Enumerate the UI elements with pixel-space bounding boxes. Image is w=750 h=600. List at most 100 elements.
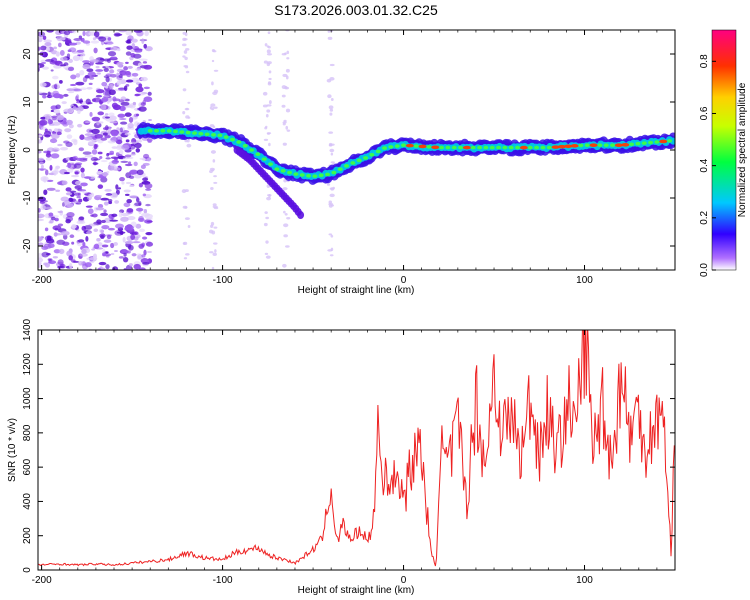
spectrogram-noise-speckle	[93, 47, 98, 54]
spectrogram-noise-speckle	[89, 56, 94, 61]
spectrogram-ridge-core	[557, 144, 566, 149]
spectrogram-noise-speckle	[70, 174, 80, 178]
colorbar-gradient	[711, 29, 737, 271]
spectrogram-marks	[38, 30, 675, 270]
spectrogram-noise-speckle	[124, 154, 132, 158]
spectrogram-noise-speckle	[125, 79, 134, 83]
spectrogram-noise-speckle	[82, 60, 91, 64]
spectrogram-noise-speckle	[38, 257, 44, 263]
spectrogram-noise-speckle	[80, 37, 85, 42]
spectrogram-noise-streak	[182, 242, 186, 245]
spectrogram-noise-speckle	[53, 46, 57, 50]
spectrogram-noise-speckle	[91, 149, 98, 155]
spectrogram-noise-streak	[212, 91, 218, 96]
spectrogram-noise-speckle	[109, 83, 114, 90]
spectrogram-noise-speckle	[76, 229, 80, 232]
spectrogram-noise-streak	[268, 100, 272, 105]
spectrogram-noise-speckle	[99, 156, 103, 160]
spectrogram-noise-speckle	[130, 153, 136, 156]
spectrogram-noise-speckle	[44, 169, 49, 176]
spectrogram-noise-speckle	[67, 91, 75, 94]
spectrogram-noise-streak	[328, 200, 333, 204]
spectrogram-noise-speckle	[107, 140, 116, 144]
spectrogram-noise-streak	[186, 143, 192, 148]
spectrogram-noise-speckle	[53, 128, 58, 132]
spectrogram-noise-speckle	[68, 255, 74, 261]
spectrogram-noise-speckle	[103, 95, 110, 98]
spectrogram-noise-speckle	[46, 179, 54, 183]
spectrogram-branch-mark	[297, 211, 305, 220]
spectrogram-noise-streak	[182, 88, 187, 92]
spectrogram-noise-speckle	[95, 207, 105, 211]
spectrogram-noise-streak	[285, 125, 289, 130]
spectrogram-noise-speckle	[82, 191, 88, 194]
spectrogram-noise-speckle	[100, 197, 110, 201]
spectrogram-noise-speckle	[92, 37, 97, 41]
spectrogram-noise-streak	[266, 49, 271, 54]
spectrogram-noise-speckle	[97, 151, 103, 155]
spectrogram-ridge-core	[502, 145, 508, 150]
spectrogram-noise-speckle	[65, 192, 73, 196]
spectrogram-noise-speckle	[124, 132, 131, 136]
spectrogram-noise-streak	[285, 68, 290, 73]
spectrogram-noise-streak	[213, 181, 218, 184]
spectrogram-noise-streak	[187, 116, 191, 119]
spectrogram-noise-speckle	[49, 138, 58, 144]
spectrogram-noise-streak	[281, 85, 287, 90]
spectrogram-noise-streak	[267, 61, 272, 65]
spectrogram-noise-speckle	[122, 157, 129, 160]
spectrogram-ridge-core	[515, 145, 521, 150]
spectrogram-noise-speckle	[131, 253, 137, 257]
spectrogram-ridge-core	[299, 173, 305, 177]
spectrogram-ridge-core	[534, 145, 540, 150]
spectrogram-noise-speckle	[71, 30, 77, 34]
spectrogram-noise-speckle	[136, 253, 142, 257]
spectrogram-noise-speckle	[68, 42, 78, 46]
spectrogram-noise-speckle	[59, 49, 65, 56]
spectrogram-noise-speckle	[69, 234, 75, 239]
spectrogram-noise-speckle	[105, 193, 113, 196]
spectrogram-noise-speckle	[134, 142, 142, 149]
spectrogram-noise-speckle	[123, 189, 131, 193]
spectrogram-noise-speckle	[143, 153, 150, 159]
spectrogram-noise-speckle	[107, 227, 115, 231]
spectrogram-ridge-core	[394, 144, 400, 148]
spectrogram-noise-speckle	[98, 121, 104, 124]
spectrogram-noise-streak	[328, 131, 334, 134]
spectrogram-noise-speckle	[41, 245, 49, 251]
spectrogram-noise-speckle	[85, 98, 91, 105]
spectrogram-noise-streak	[282, 122, 286, 126]
spectrogram-noise-speckle	[44, 134, 51, 138]
spectrogram-noise-speckle	[52, 256, 58, 259]
spectrogram-noise-speckle	[63, 30, 71, 36]
spectrogram-noise-speckle	[50, 109, 54, 113]
spectrogram-noise-speckle	[87, 208, 94, 215]
spectrogram-noise-speckle	[119, 176, 125, 182]
spectrogram-ridge-core	[431, 145, 440, 150]
spectrogram-noise-speckle	[89, 112, 93, 117]
spectrogram-noise-speckle	[63, 108, 73, 114]
spectrogram-noise-streak	[329, 193, 335, 198]
spectrogram-noise-speckle	[96, 194, 103, 198]
snr-x-tick-label: -200	[32, 575, 52, 586]
spectrogram-noise-speckle	[42, 66, 49, 70]
spectrogram-noise-speckle	[126, 41, 132, 44]
spectrogram-noise-speckle	[68, 197, 74, 203]
spectrogram-noise-speckle	[139, 267, 146, 270]
spectrogram-noise-speckle	[111, 146, 118, 149]
spectrogram-noise-speckle	[86, 68, 94, 73]
spectrogram-noise-speckle	[76, 220, 86, 225]
spectrogram-noise-speckle	[38, 91, 43, 94]
spectrogram-noise-speckle	[121, 249, 129, 254]
spectrogram-noise-streak	[210, 221, 215, 226]
spectrogram-noise-speckle	[74, 192, 81, 196]
snr-series-line	[38, 330, 675, 567]
spectrogram-noise-speckle	[65, 119, 73, 126]
spectrogram-noise-speckle	[67, 49, 72, 52]
spectrogram-noise-speckle	[145, 203, 151, 207]
spectrogram-noise-speckle	[101, 244, 109, 248]
spectrogram-noise-speckle	[53, 84, 58, 89]
spectrogram-noise-speckle	[78, 147, 85, 152]
spectrogram-noise-speckle	[109, 121, 118, 124]
